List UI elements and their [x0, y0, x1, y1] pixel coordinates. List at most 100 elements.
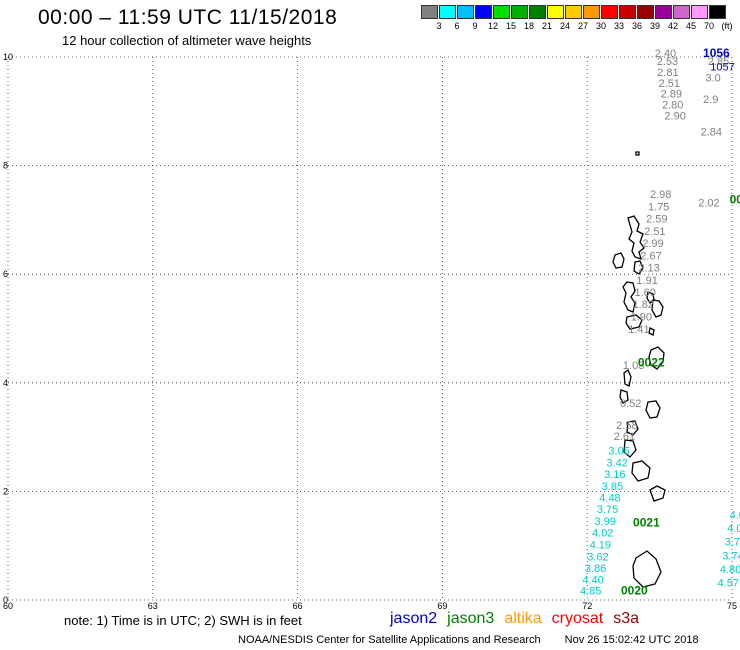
- x-tick-label: 72: [582, 601, 592, 610]
- x-tick-label: 63: [148, 601, 158, 610]
- wave-height-label: 4.57: [718, 577, 739, 589]
- wave-height-label: 3.75: [597, 504, 618, 516]
- legend-label: 9: [472, 21, 478, 31]
- wave-height-label: 3.42: [607, 457, 628, 469]
- wave-height-label: 2.84: [701, 127, 722, 139]
- x-tick-label: 60: [3, 601, 13, 610]
- wave-height-label: 2.58: [616, 420, 637, 432]
- wave-height-label: 4.40: [582, 575, 603, 587]
- credit-text: NOAA/NESDIS Center for Satellite Applica…: [238, 634, 541, 646]
- track-0022: 2.02 2.84 2.9 3.0 2.85 0022: [698, 56, 740, 209]
- legend-swatch: [619, 5, 636, 19]
- wave-height-label: 4.02: [592, 527, 613, 539]
- wave-height-label: 1.82: [633, 299, 654, 311]
- wave-height-label: 1.75: [648, 202, 669, 214]
- legend-swatch: [529, 5, 546, 19]
- legend-swatch: [421, 5, 438, 19]
- legend-label: (ft): [721, 21, 733, 31]
- legend-swatch: [637, 5, 654, 19]
- wave-height-label: 3.85: [602, 481, 623, 493]
- generated-timestamp: Nov 26 15:02:42 UTC 2018: [564, 634, 699, 646]
- wave-height-label: 2.59: [646, 214, 667, 226]
- wave-height-label: 2.53: [657, 56, 678, 68]
- satellite-jason3: jason3: [447, 610, 495, 627]
- pass-label: 1056: [703, 46, 730, 60]
- wave-height-label: 4.48: [599, 493, 620, 505]
- track-0020: 4.854.403.863.624.194.023.993.754.483.85…: [580, 445, 648, 597]
- satellite-legend: jason2 jason3 altika cryosat s3a: [390, 610, 649, 628]
- legend-swatch: [565, 5, 582, 19]
- wave-height-label: 2.40: [655, 48, 676, 60]
- legend-swatch: [547, 5, 564, 19]
- wave-height-label: 3.86: [585, 563, 606, 575]
- wave-height-label: 2.61: [614, 431, 635, 443]
- wave-height-label: 2.02: [698, 197, 719, 209]
- legend-label: 3: [436, 21, 442, 31]
- legend-swatch: [673, 5, 690, 19]
- pass-label: 0022: [638, 356, 665, 370]
- wave-height-label: 4.05: [727, 523, 740, 535]
- wave-height-label: 3.05: [608, 445, 629, 457]
- legend-label: 27: [577, 21, 588, 31]
- pass-label: 0021: [633, 516, 660, 530]
- satellite-jason2: jason2: [390, 610, 438, 627]
- units-note: note: 1) Time is in UTC; 2) SWH is in fe…: [64, 613, 302, 628]
- track-0022: 2.612.58 0.52 1.03 1.411.901.821.601.912.13…: [614, 48, 686, 443]
- axis-tick-labels: 60 63 66 69 72 75 0 2 4 6 8 10: [3, 52, 737, 610]
- wave-height-label: 1.41: [628, 324, 649, 336]
- legend-label: 45: [685, 21, 696, 31]
- legend-swatch: [691, 5, 708, 19]
- y-tick-label: 0: [3, 595, 8, 605]
- wave-height-label: 3.74: [722, 550, 740, 562]
- legend-swatch: [439, 5, 456, 19]
- legend-swatch: [583, 5, 600, 19]
- wave-height-label: 2.99: [642, 238, 663, 250]
- legend-swatch: [475, 5, 492, 19]
- x-tick-label: 69: [437, 601, 447, 610]
- wave-height-label: 1.91: [636, 275, 657, 287]
- wave-height-map: 4.854.403.863.624.194.023.993.754.483.85…: [3, 46, 740, 610]
- y-tick-label: 6: [3, 269, 8, 279]
- page-subtitle: 12 hour collection of altimeter wave hei…: [62, 33, 312, 48]
- wave-height-label: 1.60: [635, 287, 656, 299]
- legend-label: 21: [541, 21, 552, 31]
- wave-height-label: 2.98: [650, 189, 671, 201]
- wave-height-label: 4.85: [580, 586, 601, 598]
- legend-swatch: [601, 5, 618, 19]
- y-tick-label: 2: [3, 486, 8, 496]
- legend-labels: 3 6 9 12 15 18 21 24 27 30 33 36 39 42 45 70 (ft): [430, 21, 736, 31]
- track-0021: 4.574.80 3.743.72 4.054.01 0021: [633, 510, 740, 590]
- y-tick-label: 4: [3, 378, 8, 388]
- wave-height-label: 2.51: [644, 226, 665, 238]
- wave-height-label: 2.13: [638, 262, 659, 274]
- wave-height-label: 2.85: [708, 56, 729, 68]
- wave-height-label: 1.03: [623, 360, 644, 372]
- legend-swatch: [511, 5, 528, 19]
- coastline-islands: [612, 151, 666, 588]
- wave-height-label: 3.62: [587, 551, 608, 563]
- legend-label: 36: [631, 21, 642, 31]
- wave-height-label: 1057: [710, 62, 734, 74]
- wave-height-label: 3.0: [705, 72, 720, 84]
- legend-label: 18: [523, 21, 534, 31]
- wave-height-label: 2.81: [657, 67, 678, 79]
- page-title: 00:00 – 11:59 UTC 11/15/2018: [38, 6, 338, 29]
- satellite-s3a: s3a: [613, 610, 640, 627]
- legend-label: 30: [595, 21, 606, 31]
- y-tick-label: 8: [3, 161, 8, 171]
- legend-label: 12: [487, 21, 498, 31]
- altimeter-tracks: 4.854.403.863.624.194.023.993.754.483.85…: [580, 46, 740, 598]
- wave-height-label: 1.90: [631, 311, 652, 323]
- track-1056: 1057 1056: [703, 46, 735, 74]
- legend-label: 33: [613, 21, 624, 31]
- wave-height-label: 2.9: [703, 94, 718, 106]
- wave-height-label: 2.67: [640, 251, 661, 263]
- wave-height-label: 2.51: [659, 78, 680, 90]
- color-legend: 3 6 9 12 15 18 21 24 27 30 33 36 39 42 45 70 (ft): [421, 5, 736, 31]
- x-tick-label: 75: [727, 601, 737, 610]
- y-tick-label: 10: [3, 52, 13, 62]
- wave-height-label: 0.52: [620, 398, 641, 410]
- legend-label: 24: [559, 21, 570, 31]
- x-tick-label: 66: [293, 601, 303, 610]
- wave-height-label: 4.01: [730, 510, 740, 522]
